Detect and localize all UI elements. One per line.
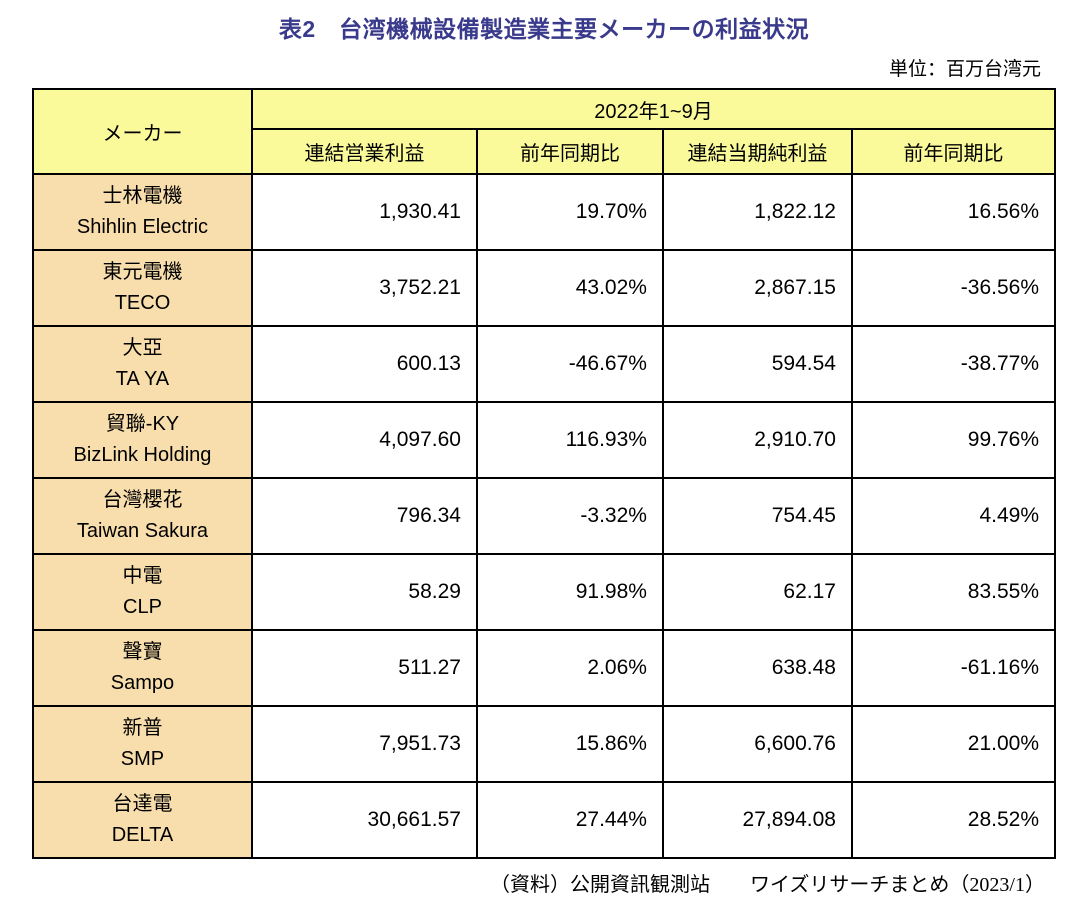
header-period: 2022年1~9月 xyxy=(250,88,1057,130)
net-profit-cell: 2,867.15 xyxy=(661,249,853,327)
maker-name-en: TA YA xyxy=(115,368,170,390)
net-profit-cell: 1,822.12 xyxy=(661,173,853,251)
net-yoy-cell: -61.16% xyxy=(850,629,1057,707)
operating-profit-cell: 4,097.60 xyxy=(250,401,478,479)
maker-name-jp: 台達電 xyxy=(112,793,173,815)
operating-profit-cell: 1,930.41 xyxy=(250,173,478,251)
op-yoy-cell: 27.44% xyxy=(475,781,664,859)
op-yoy-cell: -46.67% xyxy=(475,325,664,403)
table-row: 中電 CLP 58.29 91.98% 62.17 83.55% xyxy=(31,553,1057,631)
net-profit-cell: 754.45 xyxy=(661,477,853,555)
table-row: 台灣櫻花 Taiwan Sakura 796.34 -3.32% 754.45 … xyxy=(31,477,1057,555)
table-row: 東元電機 TECO 3,752.21 43.02% 2,867.15 -36.5… xyxy=(31,249,1057,327)
net-profit-cell: 594.54 xyxy=(661,325,853,403)
operating-profit-cell: 511.27 xyxy=(250,629,478,707)
maker-name-en: SMP xyxy=(120,748,165,770)
operating-profit-cell: 58.29 xyxy=(250,553,478,631)
net-yoy-cell: 16.56% xyxy=(850,173,1057,251)
net-yoy-cell: 28.52% xyxy=(850,781,1057,859)
maker-name-jp: 貿聯-KY xyxy=(105,413,180,435)
table-row: 新普 SMP 7,951.73 15.86% 6,600.76 21.00% xyxy=(31,705,1057,783)
operating-profit-cell: 600.13 xyxy=(250,325,478,403)
header-net-profit: 連結当期純利益 xyxy=(661,128,853,175)
table-row: 士林電機 Shihlin Electric 1,930.41 19.70% 1,… xyxy=(31,173,1057,251)
net-profit-cell: 62.17 xyxy=(661,553,853,631)
op-yoy-cell: 43.02% xyxy=(475,249,664,327)
maker-name-jp: 士林電機 xyxy=(102,185,183,207)
maker-cell: 聲寶 Sampo xyxy=(31,629,253,707)
maker-name-jp: 台灣櫻花 xyxy=(102,489,183,511)
operating-profit-cell: 796.34 xyxy=(250,477,478,555)
net-yoy-cell: 21.00% xyxy=(850,705,1057,783)
maker-cell: 新普 SMP xyxy=(31,705,253,783)
profit-table: メーカー 2022年1~9月 連結営業利益 前年同期比 連結当期純利益 前年同期… xyxy=(31,88,1057,859)
maker-name-en: TECO xyxy=(114,292,171,314)
maker-name-jp: 聲寶 xyxy=(122,641,163,663)
op-yoy-cell: 2.06% xyxy=(475,629,664,707)
maker-name-jp: 新普 xyxy=(122,717,163,739)
header-op-yoy: 前年同期比 xyxy=(475,128,664,175)
maker-name-jp: 大亞 xyxy=(122,337,163,359)
maker-cell: 台達電 DELTA xyxy=(31,781,253,859)
maker-name-en: BizLink Holding xyxy=(73,444,212,466)
net-profit-cell: 638.48 xyxy=(661,629,853,707)
net-profit-cell: 27,894.08 xyxy=(661,781,853,859)
maker-name-en: DELTA xyxy=(111,824,174,846)
unit-note: 単位：百万台湾元 xyxy=(888,59,1041,80)
maker-name-jp: 東元電機 xyxy=(102,261,183,283)
header-maker: メーカー xyxy=(31,88,253,175)
page-title: 表2 台湾機械設備製造業主要メーカーの利益状況 xyxy=(278,16,810,42)
maker-cell: 士林電機 Shihlin Electric xyxy=(31,173,253,251)
net-yoy-cell: -36.56% xyxy=(850,249,1057,327)
operating-profit-cell: 7,951.73 xyxy=(250,705,478,783)
header-net-yoy: 前年同期比 xyxy=(850,128,1057,175)
maker-name-en: Sampo xyxy=(110,672,175,694)
operating-profit-cell: 30,661.57 xyxy=(250,781,478,859)
maker-name-en: Taiwan Sakura xyxy=(76,520,209,542)
net-profit-cell: 6,600.76 xyxy=(661,705,853,783)
op-yoy-cell: 19.70% xyxy=(475,173,664,251)
net-yoy-cell: 83.55% xyxy=(850,553,1057,631)
maker-name-jp: 中電 xyxy=(122,565,163,587)
op-yoy-cell: 15.86% xyxy=(475,705,664,783)
maker-cell: 貿聯-KY BizLink Holding xyxy=(31,401,253,479)
header-operating-profit: 連結営業利益 xyxy=(250,128,478,175)
maker-cell: 台灣櫻花 Taiwan Sakura xyxy=(31,477,253,555)
op-yoy-cell: 91.98% xyxy=(475,553,664,631)
net-yoy-cell: -38.77% xyxy=(850,325,1057,403)
net-yoy-cell: 4.49% xyxy=(850,477,1057,555)
source-note: （資料）公開資訊観測站 ワイズリサーチまとめ（2023/1） xyxy=(490,874,1045,896)
net-yoy-cell: 99.76% xyxy=(850,401,1057,479)
table-row: 貿聯-KY BizLink Holding 4,097.60 116.93% 2… xyxy=(31,401,1057,479)
table-row: 聲寶 Sampo 511.27 2.06% 638.48 -61.16% xyxy=(31,629,1057,707)
op-yoy-cell: -3.32% xyxy=(475,477,664,555)
table-row: 台達電 DELTA 30,661.57 27.44% 27,894.08 28.… xyxy=(31,781,1057,859)
maker-cell: 中電 CLP xyxy=(31,553,253,631)
maker-cell: 東元電機 TECO xyxy=(31,249,253,327)
operating-profit-cell: 3,752.21 xyxy=(250,249,478,327)
maker-name-en: CLP xyxy=(123,596,162,618)
net-profit-cell: 2,910.70 xyxy=(661,401,853,479)
maker-name-en: Shihlin Electric xyxy=(76,216,209,238)
op-yoy-cell: 116.93% xyxy=(475,401,664,479)
table-row: 大亞 TA YA 600.13 -46.67% 594.54 -38.77% xyxy=(31,325,1057,403)
maker-cell: 大亞 TA YA xyxy=(31,325,253,403)
